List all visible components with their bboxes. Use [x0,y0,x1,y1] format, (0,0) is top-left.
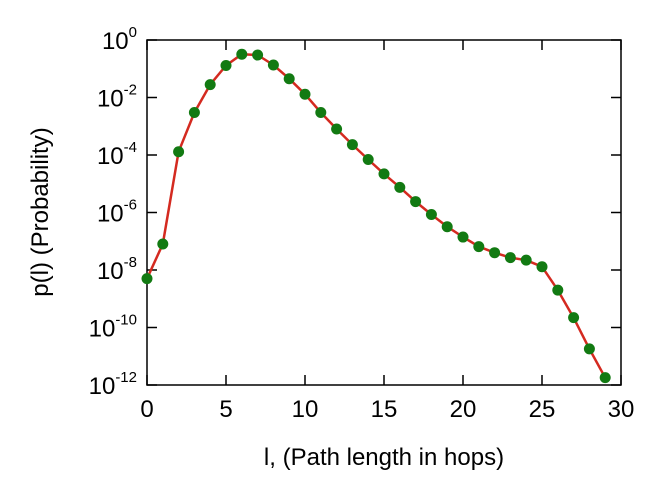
y-tick-exponent: -12 [115,369,137,386]
data-point [188,107,200,119]
x-axis-label: l, (Path length in hops) [264,444,504,471]
data-point [220,59,232,71]
x-tick-label: 20 [450,396,477,423]
data-point [536,261,548,273]
data-point [583,343,595,355]
y-tick-label: 10-8 [97,254,137,285]
x-tick-label: 25 [529,396,556,423]
y-tick-exponent: -4 [124,139,137,156]
y-tick-exponent: -10 [115,312,137,329]
x-tick-label: 10 [292,396,319,423]
y-tick-base: 10 [102,28,129,55]
data-point [141,273,153,285]
y-tick-label: 10-4 [97,139,137,170]
y-tick-base: 10 [97,201,124,228]
data-point [489,247,501,259]
data-point [457,231,469,243]
series-line [145,52,607,379]
y-tick-exponent: -2 [124,82,137,99]
y-tick-base: 10 [97,258,124,285]
data-point [299,88,311,100]
data-point [378,168,390,180]
tick-labels: 0 5 10 15 20 25 3010010-210-410-610-810-1010-1… [89,24,635,423]
x-tick-label: 15 [371,396,398,423]
data-point [331,123,343,135]
y-tick-base: 10 [97,86,124,113]
data-point [362,153,374,165]
x-tick-label: 30 [608,396,635,423]
data-point [473,241,485,253]
y-tick-base: 10 [89,316,116,343]
x-tick-label: 5 [219,396,232,423]
y-tick-exponent: 0 [129,24,137,41]
plot-frame [146,39,622,386]
data-point [204,79,216,91]
data-point [552,284,564,296]
data-point [157,238,169,250]
data-point [504,252,516,264]
data-point [410,196,422,208]
ticks [146,39,622,386]
data-point [346,139,358,151]
x-tick-label: 0 [140,396,153,423]
data-point [599,372,611,384]
y-tick-exponent: -6 [124,197,137,214]
y-tick-base: 10 [89,373,116,400]
y-tick-label: 100 [102,24,137,55]
data-point [252,49,264,61]
y-tick-label: 10-10 [89,312,137,343]
data-point [173,146,185,158]
y-tick-exponent: -8 [124,254,137,271]
y-tick-base: 10 [97,143,124,170]
data-point [520,254,532,266]
data-point [315,107,327,119]
data-point [267,59,279,71]
series-group [141,48,611,384]
data-point [568,312,580,324]
data-point [425,209,437,221]
y-tick-label: 10-12 [89,369,137,400]
data-point [441,221,453,233]
y-axis-label: p(l) (Probability) [27,127,54,296]
y-tick-label: 10-6 [97,197,137,228]
data-point [283,73,295,85]
data-point [394,181,406,193]
y-tick-label: 10-2 [97,82,137,113]
data-point [236,48,248,60]
